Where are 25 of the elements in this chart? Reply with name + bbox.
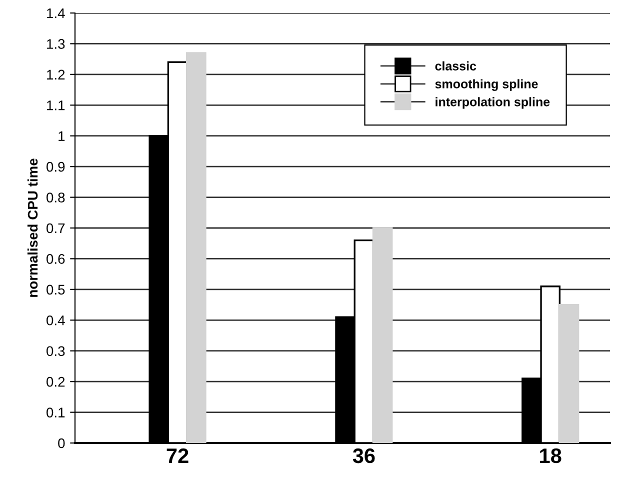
x-tick-label: 72 bbox=[166, 448, 188, 463]
y-tick-label: 1.4 bbox=[47, 8, 65, 18]
bar bbox=[186, 52, 206, 443]
y-axis-title: normalised CPU time bbox=[27, 158, 38, 297]
y-tick-label: 0.9 bbox=[46, 162, 65, 172]
y-tick-label: 0.5 bbox=[46, 284, 65, 295]
y-tick-label: 0.1 bbox=[46, 408, 65, 418]
y-tick-label: 1.1 bbox=[47, 100, 65, 110]
bar bbox=[558, 304, 580, 443]
y-tick-label: 1.2 bbox=[47, 70, 65, 80]
y-tick-label: 0.4 bbox=[46, 315, 65, 326]
legend-label: classic bbox=[435, 61, 476, 70]
y-tick-label: 0.2 bbox=[46, 376, 65, 387]
x-tick-label: 18 bbox=[540, 448, 562, 464]
y-tick-label: 0.8 bbox=[46, 192, 65, 202]
y-tick-label: 0 bbox=[58, 438, 65, 448]
y-tick-label: 0.7 bbox=[46, 223, 65, 234]
y-tick-label: 1.3 bbox=[47, 39, 65, 49]
bar bbox=[372, 227, 393, 443]
y-tick-label: 0.3 bbox=[46, 346, 65, 356]
legend-label: interpolation spline bbox=[436, 97, 550, 109]
y-tick-label: 0.6 bbox=[46, 254, 65, 264]
y-tick-label: 1 bbox=[58, 131, 65, 141]
legend-label: smoothing spline bbox=[435, 79, 538, 91]
x-tick-label: 36 bbox=[352, 448, 375, 464]
